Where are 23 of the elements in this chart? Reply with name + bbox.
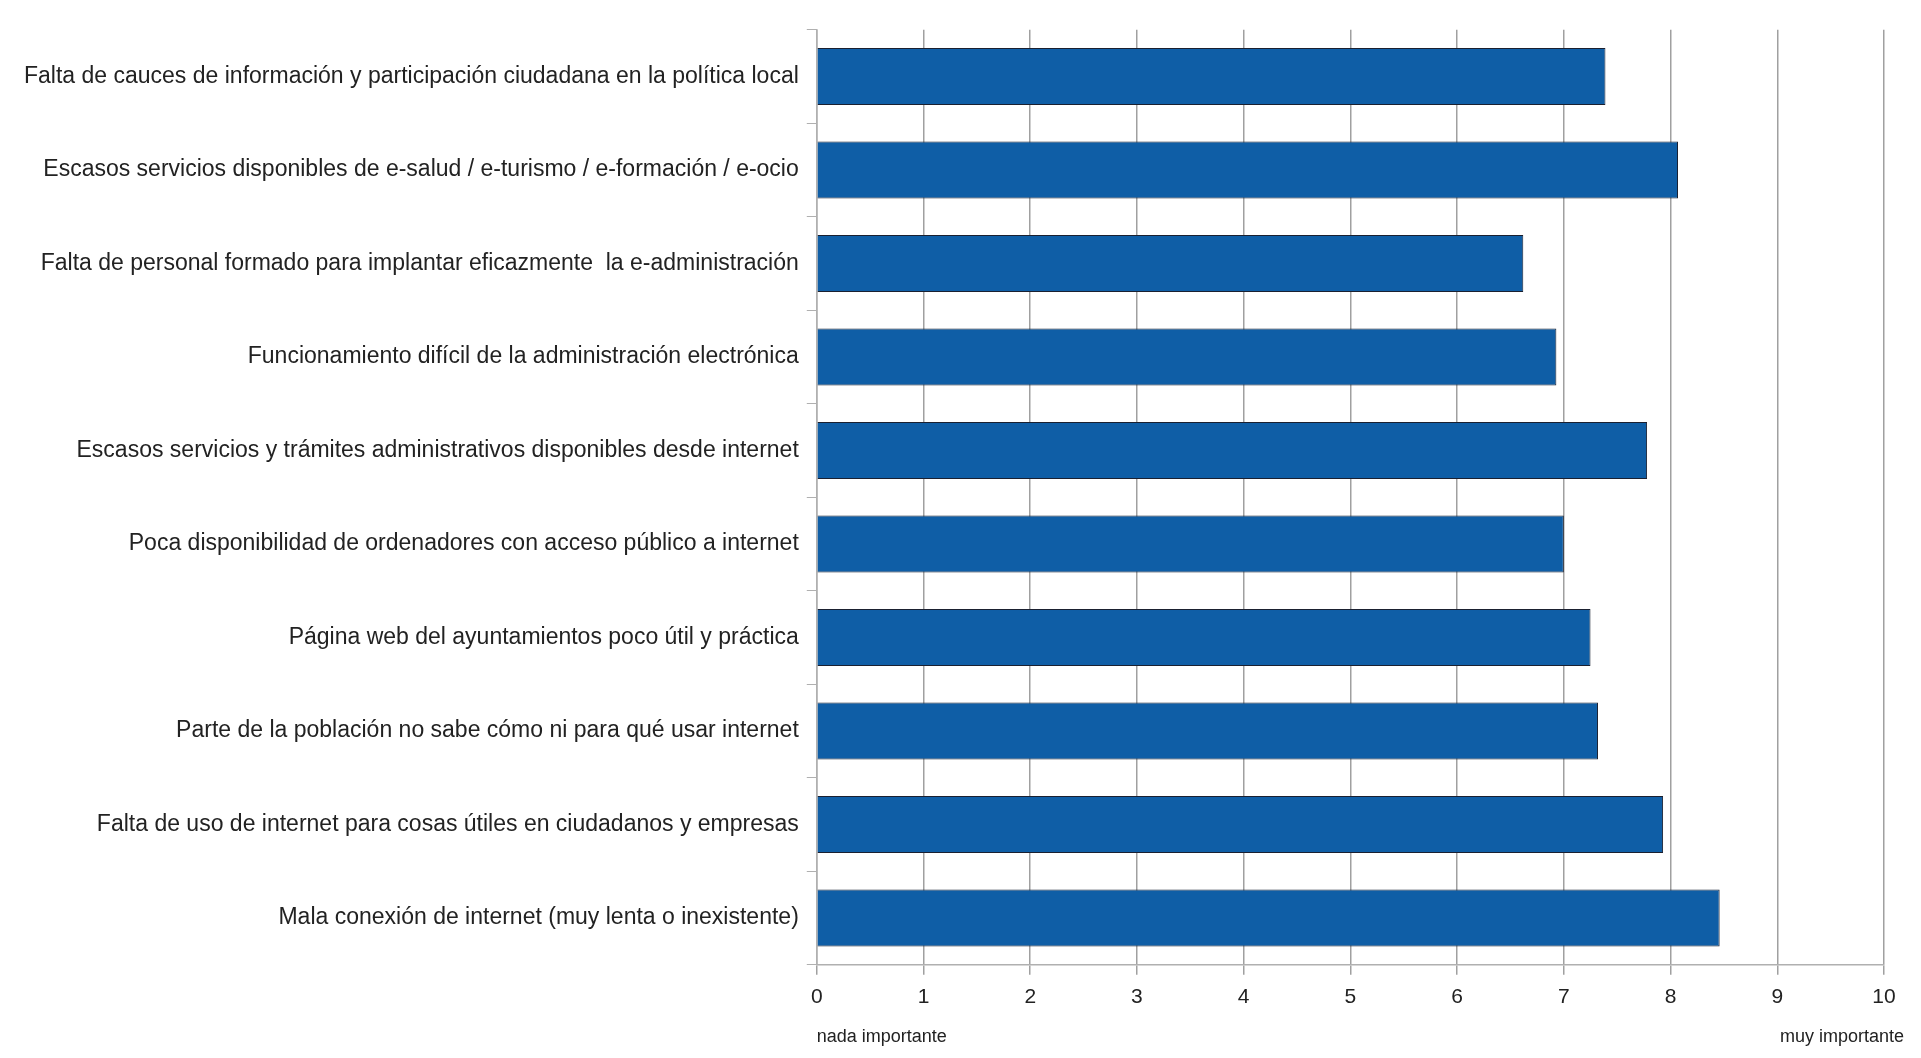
y-tick-label: Escasos servicios disponibles de e-salud / e-turismo / e-formación / e-ocio [43, 155, 799, 182]
y-tick-label: Mala conexión de internet (muy lenta o inexistente) [278, 903, 799, 930]
x-tick-label: 5 [1344, 984, 1357, 1008]
y-tick-label: Falta de cauces de información y participación ciudadana en la política local [23, 61, 799, 88]
y-tick-label: Poca disponibilidad de ordenadores con acceso público a internet [128, 529, 800, 556]
x-tick-label: 7 [1557, 984, 1570, 1008]
x-tick-label: 1 [917, 984, 930, 1008]
x-tick-label: 8 [1664, 984, 1677, 1008]
x-tick-label: 9 [1771, 984, 1784, 1008]
text: nada importante [816, 1025, 947, 1046]
y-tick-label: Parte de la población no sabe cómo ni para qué usar internet [176, 716, 800, 743]
x-tick-label: 4 [1237, 984, 1250, 1008]
x-tick-label: 10 [1872, 984, 1896, 1008]
x-tick-label: 0 [810, 984, 823, 1008]
x-tick-label: 2 [1024, 984, 1037, 1008]
y-tick-label: Página web del ayuntamientos poco útil y práctica [288, 622, 799, 649]
y-tick-label: Falta de uso de internet para cosas útiles en ciudadanos y empresas [96, 809, 799, 836]
text: muy importante [1779, 1025, 1904, 1046]
y-tick-label: Funcionamiento difícil de la administración electrónica [247, 342, 799, 369]
y-tick-label: Falta de personal formado para implantar eficazmente la e-administración [40, 248, 799, 275]
y-tick-label: Escasos servicios y trámites administrativos disponibles desde internet [76, 435, 800, 462]
x-tick-label: 3 [1131, 984, 1143, 1008]
x-tick-label: 6 [1451, 984, 1463, 1008]
